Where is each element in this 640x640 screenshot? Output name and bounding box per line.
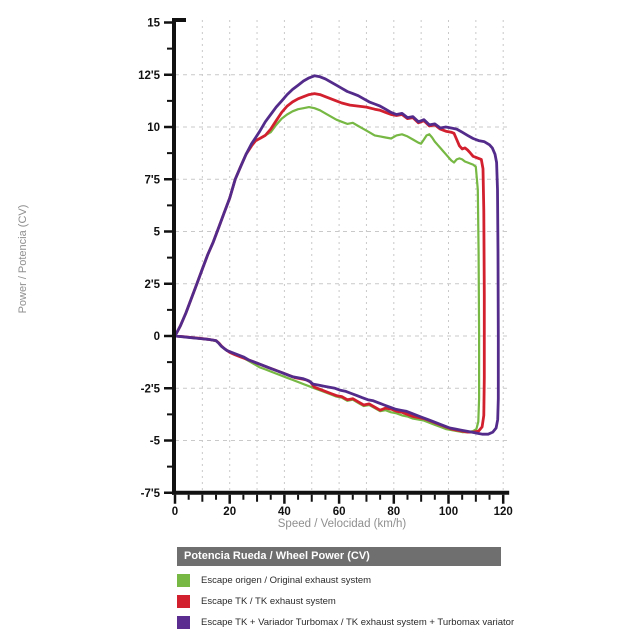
legend-item-label: Escape TK / TK exhaust system	[201, 596, 336, 607]
x-axis-title: Speed / Velocidad (km/h)	[277, 518, 407, 530]
y-tick-label: 15	[147, 18, 160, 30]
power-curve-plot: 15 12'5 10 7'5 5 2'5 0 -2'5 -5 -7'5 0 20 40 60 80 100 12…	[138, 18, 513, 518]
y-tick-label: 12'5	[138, 70, 161, 82]
y-tick-label: 2'5	[144, 279, 160, 291]
x-tick-label: 0	[172, 506, 178, 518]
legend-item-label: Escape TK + Variador Turbomax / TK exhau…	[201, 617, 515, 628]
series-curve-0	[173, 106, 481, 434]
x-tick-label: 80	[387, 506, 400, 518]
legend: Potencia Rueda / Wheel Power (CV) Escape…	[177, 547, 514, 629]
y-tick-label: 0	[154, 331, 160, 343]
y-tick-label: 5	[154, 227, 161, 239]
x-tick-label: 100	[439, 506, 458, 518]
y-tick-label: -7'5	[141, 488, 161, 500]
purple-swatch-icon	[177, 616, 190, 629]
x-tick-label: 40	[278, 506, 291, 518]
y-tick-label: -5	[150, 436, 161, 448]
legend-item-original: Escape origen / Original exhaust system	[177, 574, 501, 587]
y-tick-label: -2'5	[141, 383, 161, 395]
legend-item-tk-turbomax: Escape TK + Variador Turbomax / TK exhau…	[177, 616, 514, 629]
legend-item-label: Escape origen / Original exhaust system	[201, 575, 372, 586]
green-swatch-icon	[177, 574, 190, 587]
x-tick-label: 60	[333, 506, 346, 518]
legend-item-tk-exhaust: Escape TK / TK exhaust system	[177, 595, 501, 608]
y-tick-label: 7'5	[144, 174, 160, 186]
y-tick-label: 10	[147, 122, 160, 134]
y-axis-title: Power / Potencia (CV)	[17, 204, 29, 314]
legend-header: Potencia Rueda / Wheel Power (CV)	[177, 547, 501, 566]
series-curve-2	[173, 74, 500, 436]
red-swatch-icon	[177, 595, 190, 608]
x-tick-label: 120	[494, 506, 513, 518]
x-tick-label: 20	[223, 506, 236, 518]
